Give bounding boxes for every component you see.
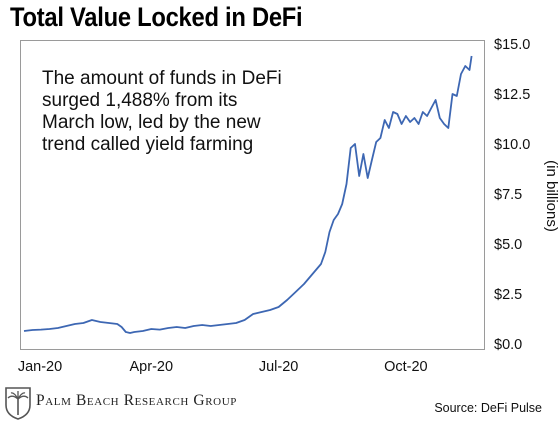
palm-tree-seal-icon [5, 387, 31, 420]
y-tick-label: $12.5 [494, 87, 530, 103]
brand-name: Palm Beach Research Group [36, 392, 237, 409]
x-tick-label: Oct-20 [384, 359, 428, 375]
series-line-tvl [23, 55, 473, 334]
chart-title: Total Value Locked in DeFi [10, 2, 303, 32]
x-tick-label: Jan-20 [18, 359, 62, 375]
y-tick-label: $7.5 [494, 187, 522, 203]
y-axis-label: (in billions) [543, 160, 560, 232]
y-tick-label: $0.0 [494, 337, 522, 353]
y-tick-label: $5.0 [494, 237, 522, 253]
y-tick-label: $10.0 [494, 137, 530, 153]
x-tick-label: Apr-20 [130, 359, 174, 375]
x-tick-label: Jul-20 [259, 359, 299, 375]
chart-annotation: The amount of funds in DeFi surged 1,488… [42, 68, 282, 155]
source-note: Source: DeFi Pulse [434, 401, 542, 415]
x-axis-ticks: Jan-20 Apr-20 Jul-20 Oct-20 [18, 359, 428, 375]
y-axis-ticks: $0.0 $2.5 $5.0 $7.5 $10.0 $12.5 $15.0 [494, 37, 530, 353]
y-tick-label: $15.0 [494, 37, 530, 53]
plot-area [20, 40, 485, 350]
y-tick-label: $2.5 [494, 287, 522, 303]
